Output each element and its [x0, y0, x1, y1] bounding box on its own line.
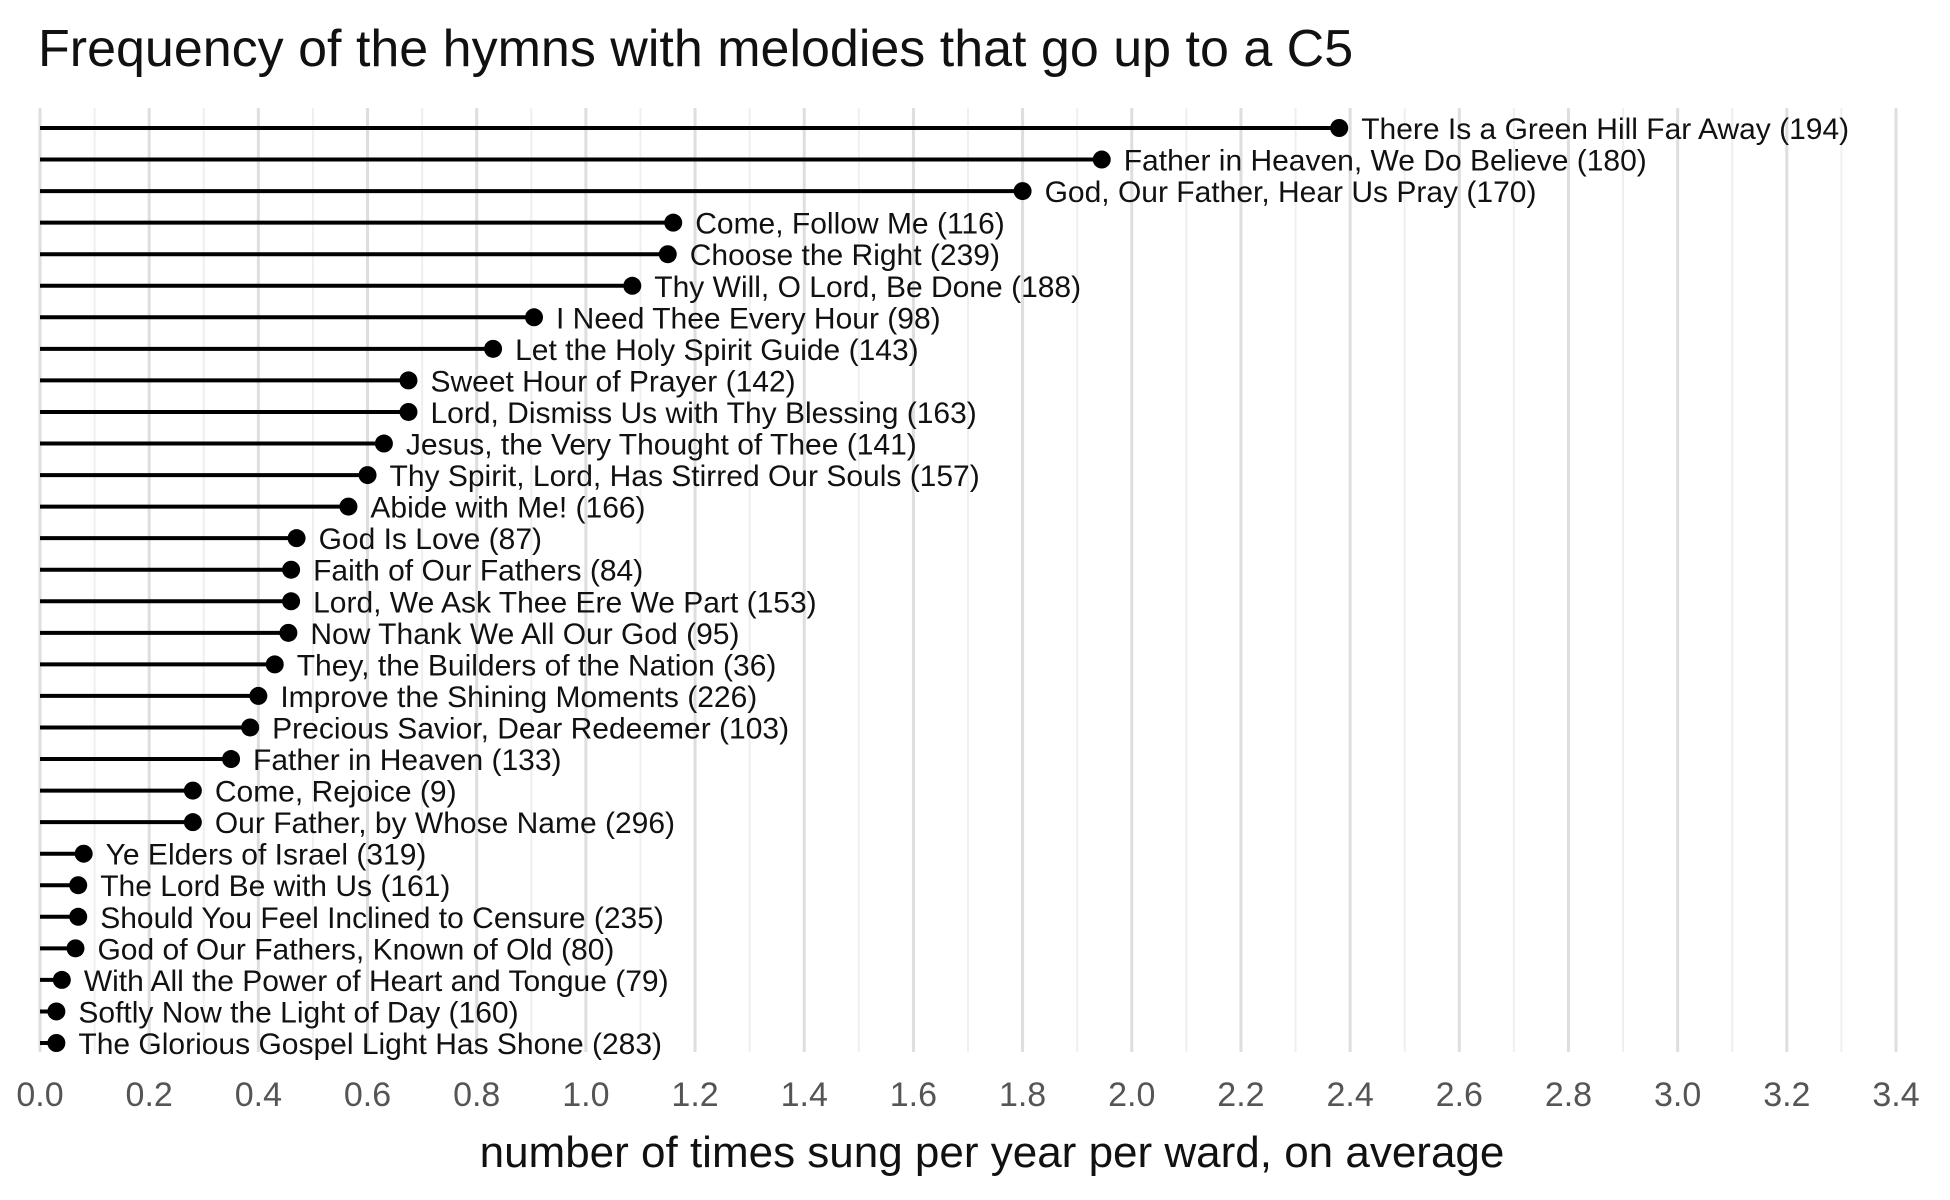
x-tick-label: 2.2 — [1217, 1076, 1264, 1114]
x-tick-label: 3.4 — [1872, 1076, 1919, 1114]
hymn-label: God, Our Father, Hear Us Pray (170) — [1045, 176, 1537, 209]
hymn-label: Abide with Me! (166) — [370, 492, 645, 525]
x-tick-label: 3.0 — [1654, 1076, 1701, 1114]
data-marks: There Is a Green Hill Far Away (194)Fath… — [40, 113, 1849, 1061]
hymn-label: Our Father, by Whose Name (296) — [215, 807, 675, 840]
lollipop-dot — [69, 907, 88, 926]
lollipop-dot — [1092, 150, 1111, 169]
hymn-label: The Glorious Gospel Light Has Shone (283… — [78, 1028, 662, 1061]
lollipop-dot — [287, 529, 306, 548]
x-tick-label: 2.0 — [1108, 1076, 1155, 1114]
lollipop-dot — [399, 371, 418, 390]
lollipop-dot — [658, 245, 677, 264]
lollipop-dot — [1013, 182, 1032, 201]
hymn-label: Come, Rejoice (9) — [215, 776, 457, 809]
grid-lines — [38, 108, 1898, 1052]
hymn-label: God of Our Fathers, Known of Old (80) — [97, 933, 614, 966]
lollipop-dot — [69, 876, 88, 895]
hymn-label: Faith of Our Fathers (84) — [313, 555, 643, 588]
hymn-label: Softly Now the Light of Day (160) — [78, 996, 518, 1029]
lollipop-dot — [664, 213, 683, 232]
lollipop-dot — [47, 1002, 66, 1021]
hymn-label: Let the Holy Spirit Guide (143) — [515, 334, 919, 367]
hymn-label: Jesus, the Very Thought of Thee (141) — [406, 429, 917, 462]
hymn-label: Sweet Hour of Prayer (142) — [430, 365, 795, 398]
x-tick-label: 1.0 — [562, 1076, 609, 1114]
x-tick-label: 3.2 — [1763, 1076, 1810, 1114]
x-tick-label: 1.6 — [890, 1076, 937, 1114]
hymn-label: God Is Love (87) — [319, 523, 542, 556]
lollipop-dot — [1330, 119, 1349, 137]
lollipop-dot — [374, 434, 393, 453]
hymn-label: Ye Elders of Israel (319) — [106, 839, 427, 872]
lollipop-dot — [52, 970, 71, 989]
x-tick-label: 0.4 — [235, 1076, 282, 1114]
hymn-label: Father in Heaven, We Do Believe (180) — [1124, 145, 1647, 178]
x-tick-label: 2.4 — [1326, 1076, 1373, 1114]
lollipop-dot — [66, 939, 85, 958]
x-axis-ticks: 0.0 0.2 0.4 0.6 0.8 1.0 1.2 1.4 1.6 1.8 2.0 2.2 2.4 2… — [16, 1076, 1919, 1114]
lollipop-dot — [183, 781, 202, 800]
x-tick-label: 0.8 — [453, 1076, 500, 1114]
lollipop-dot — [358, 466, 377, 485]
x-axis-label: number of times sung per year per ward, … — [480, 1128, 1505, 1177]
lollipop-dot — [623, 276, 642, 295]
chart-title: Frequency of the hymns with melodies tha… — [38, 20, 1353, 78]
x-tick-label: 0.2 — [126, 1076, 173, 1114]
hymn-label: Lord, We Ask Thee Ere We Part (153) — [313, 586, 817, 619]
lollipop-dot — [47, 1034, 66, 1052]
lollipop-dot — [241, 718, 260, 737]
x-tick-label: 2.6 — [1436, 1076, 1483, 1114]
hymn-label: The Lord Be with Us (161) — [100, 870, 450, 903]
lollipop-dot — [525, 308, 544, 327]
lollipop-dot — [265, 655, 284, 674]
x-tick-label: 0.0 — [16, 1076, 63, 1114]
lollipop-dot — [279, 623, 298, 642]
x-tick-label: 1.2 — [671, 1076, 718, 1114]
hymn-label: Thy Spirit, Lord, Has Stirred Our Souls … — [390, 460, 980, 493]
hymn-label: Lord, Dismiss Us with Thy Blessing (163) — [430, 397, 976, 430]
hymn-label: There Is a Green Hill Far Away (194) — [1361, 113, 1849, 146]
x-tick-label: 0.6 — [344, 1076, 391, 1114]
x-tick-label: 1.4 — [781, 1076, 828, 1114]
lollipop-dot — [183, 813, 202, 832]
x-tick-label: 2.8 — [1545, 1076, 1592, 1114]
hymn-label: They, the Builders of the Nation (36) — [297, 649, 777, 682]
hymn-label: Father in Heaven (133) — [253, 744, 562, 777]
lollipop-dot — [282, 592, 301, 611]
hymn-label: Now Thank We All Our God (95) — [310, 618, 739, 651]
hymn-label: With All the Power of Heart and Tongue (… — [84, 965, 669, 998]
hymn-label: I Need Thee Every Hour (98) — [556, 302, 941, 335]
lollipop-dot — [282, 560, 301, 579]
hymn-label: Thy Will, O Lord, Be Done (188) — [654, 271, 1081, 304]
lollipop-dot — [222, 750, 241, 769]
lollipop-dot — [484, 339, 503, 358]
hymn-label: Come, Follow Me (116) — [695, 208, 1005, 241]
hymn-label: Choose the Right (239) — [690, 239, 1000, 272]
lollipop-dot — [74, 844, 93, 863]
hymn-label: Precious Savior, Dear Redeemer (103) — [272, 712, 789, 745]
lollipop-dot — [399, 402, 418, 421]
hymn-label: Improve the Shining Moments (226) — [280, 681, 757, 714]
lollipop-dot — [339, 497, 358, 516]
hymn-label: Should You Feel Inclined to Censure (235… — [100, 902, 664, 935]
lollipop-dot — [249, 686, 268, 705]
x-tick-label: 1.8 — [999, 1076, 1046, 1114]
